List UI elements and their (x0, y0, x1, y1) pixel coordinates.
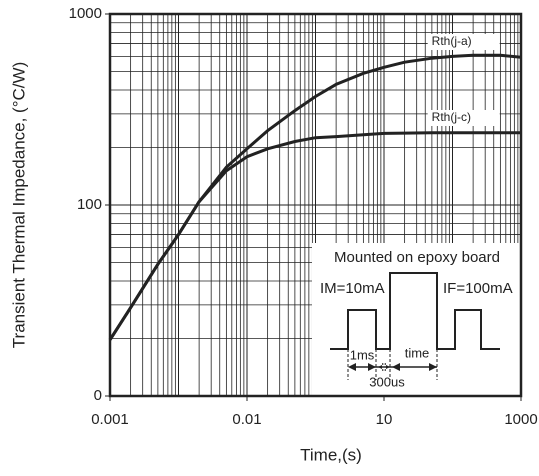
x-tick-label: 0.001 (91, 411, 129, 428)
y-tick-label: 1000 (69, 5, 102, 22)
series-label: Rth(j-c) (432, 110, 471, 124)
series-label: Rth(j-a) (432, 34, 472, 48)
y-tick-label: 0 (94, 387, 102, 404)
lines: Rth(j-a) Rth(j-c) (108, 34, 522, 341)
inset-box (312, 243, 521, 396)
arrow-heads (348, 363, 437, 371)
inset: Mounted on epoxy board IM=10mA IF=100mA … (312, 243, 521, 396)
inset-label: time (405, 345, 430, 360)
inset-label: IM=10mA (320, 280, 385, 297)
inset-title: Mounted on epoxy board (334, 249, 500, 266)
inset-label: 300us (369, 374, 405, 389)
y-axis-label: Transient Thermal Impedance, (°C/W) (9, 62, 28, 348)
x-axis-label: Time,(s) (300, 445, 362, 464)
series-label-bg (427, 110, 500, 126)
x-tick-label: 10 (376, 411, 393, 428)
series-line (108, 131, 521, 341)
x-tick-label: 1000 (504, 411, 537, 428)
pulse-waveform (330, 272, 500, 350)
series-label-bg (427, 34, 500, 50)
y-tick-label: 100 (77, 196, 102, 213)
inset-label: IF=100mA (443, 280, 513, 297)
inset-label: 1ms (350, 347, 375, 362)
x-tick-label: 0.01 (232, 411, 261, 428)
